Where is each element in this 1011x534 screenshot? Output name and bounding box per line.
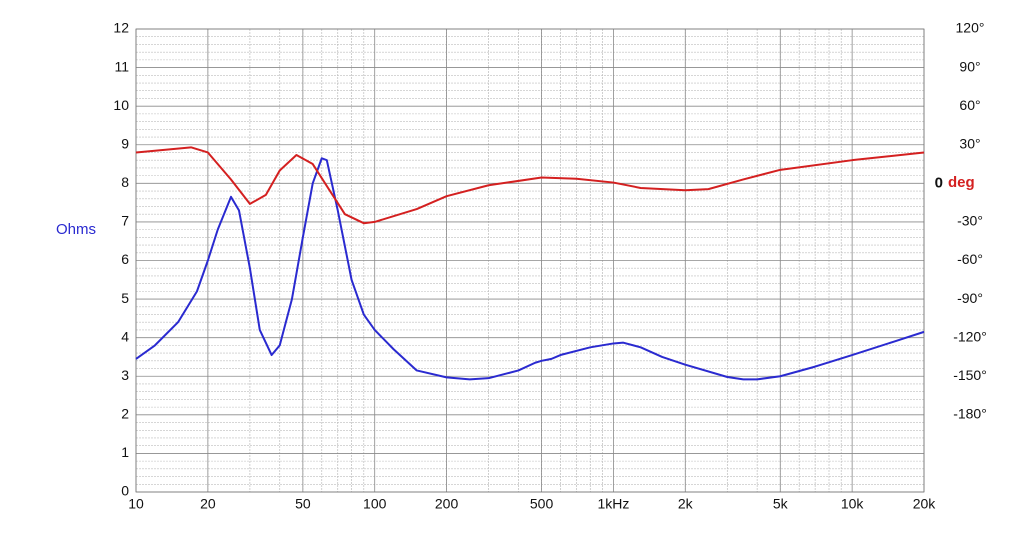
y-tick-label: 7	[121, 213, 129, 229]
y-tick-label: 8	[121, 174, 129, 190]
x-tick-label: 10k	[841, 496, 865, 512]
y2-axis-label: deg	[948, 174, 975, 191]
x-tick-label: 10	[128, 496, 144, 512]
y2-tick-label: -90°	[957, 290, 983, 306]
y2-tick-label: -30°	[957, 213, 983, 229]
y2-tick-label: -180°	[953, 406, 987, 422]
x-tick-label: 200	[435, 496, 459, 512]
y-tick-label: 11	[114, 58, 129, 74]
y-tick-label: 5	[121, 290, 129, 306]
y-tick-label: 12	[113, 20, 129, 36]
y-tick-label: 1	[121, 444, 129, 460]
y-tick-label: 9	[121, 135, 129, 151]
y2-tick-label: -120°	[953, 328, 987, 344]
grid	[135, 28, 925, 493]
series-line	[135, 146, 925, 225]
y2-tick-label: -150°	[953, 367, 987, 383]
x-tick-label: 50	[295, 496, 311, 512]
x-tick-label: 20k	[913, 496, 937, 512]
y-tick-label: 0	[121, 483, 129, 499]
y-tick-label: 6	[121, 251, 129, 267]
y2-tick-label: 120°	[956, 20, 985, 36]
y2-tick-label: 60°	[959, 97, 980, 113]
x-tick-label: 5k	[773, 496, 789, 512]
y-tick-label: 2	[121, 406, 129, 422]
x-tick-label: 500	[530, 496, 554, 512]
y2-tick-label: 90°	[959, 58, 980, 74]
y2-tick-label: 0	[935, 174, 943, 191]
x-tick-label: 2k	[678, 496, 694, 512]
y-tick-label: 10	[113, 97, 129, 113]
y-tick-label: 3	[121, 367, 129, 383]
y2-tick-label: 30°	[959, 135, 980, 151]
x-tick-label: 100	[363, 496, 387, 512]
x-tick-label: 20	[200, 496, 216, 512]
y-tick-label: 4	[121, 328, 129, 344]
x-tick-label: 1kHz	[597, 496, 629, 512]
y-axis-label: Ohms	[56, 221, 96, 238]
y2-tick-label: -60°	[957, 251, 983, 267]
plot-frame	[135, 28, 925, 493]
plot	[135, 146, 925, 381]
series-line	[135, 157, 925, 381]
